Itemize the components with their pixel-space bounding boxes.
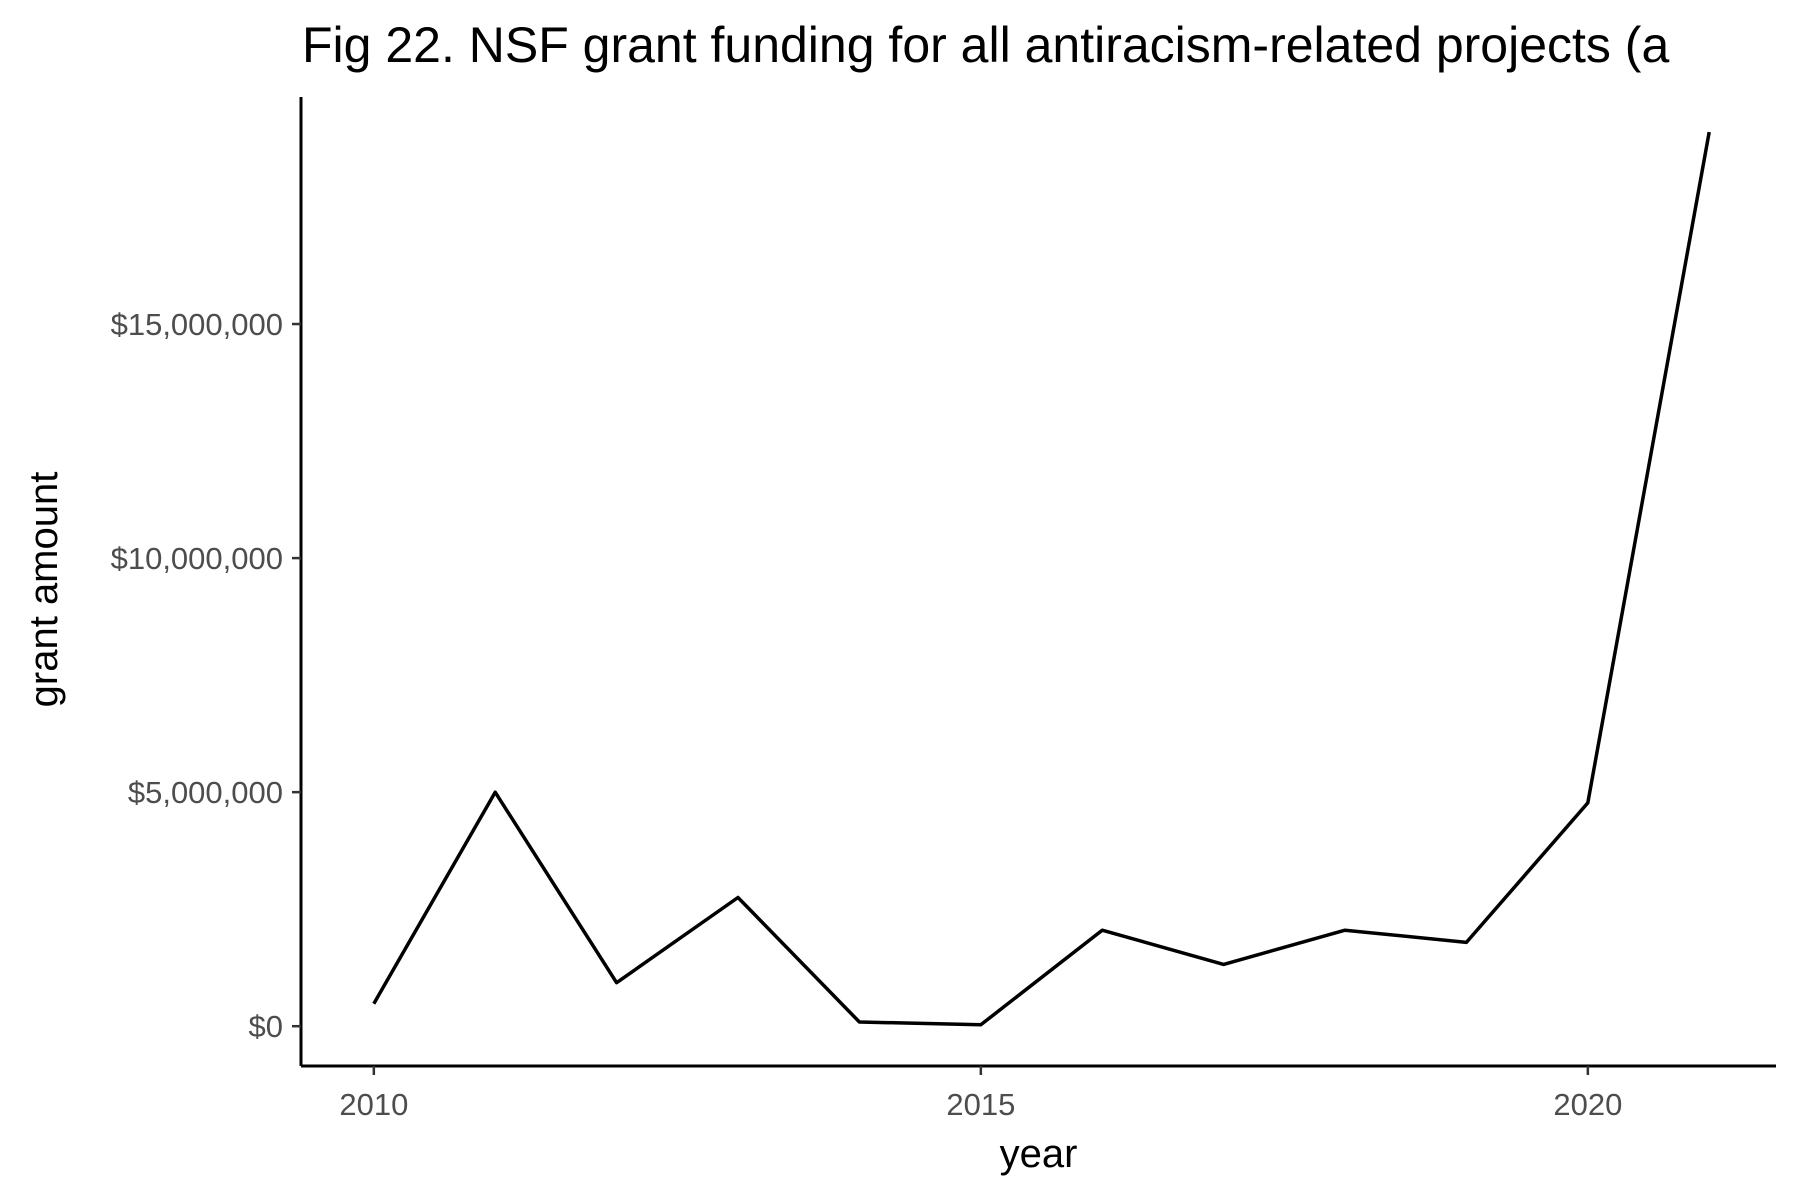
chart-title: Fig 22. NSF grant funding for all antira… xyxy=(302,17,1669,73)
x-tick-label: 2015 xyxy=(946,1087,1015,1122)
y-tick-label: $15,000,000 xyxy=(111,307,283,342)
x-tick-label: 2010 xyxy=(339,1087,408,1122)
series-line xyxy=(372,131,1711,1027)
y-tick-label: $0 xyxy=(249,1009,283,1044)
x-tick-label: 2020 xyxy=(1553,1087,1622,1122)
y-tick-label: $5,000,000 xyxy=(128,775,283,810)
y-axis-ticks: $0 $5,000,000 $10,000,000 $15,000,000 xyxy=(111,307,301,1044)
x-axis-ticks: 2010 2015 2020 xyxy=(339,1066,1622,1122)
plot-area xyxy=(372,131,1711,1027)
y-axis-title: grant amount xyxy=(22,472,66,708)
y-tick-label: $10,000,000 xyxy=(111,541,283,576)
x-axis-title: year xyxy=(1000,1132,1078,1176)
